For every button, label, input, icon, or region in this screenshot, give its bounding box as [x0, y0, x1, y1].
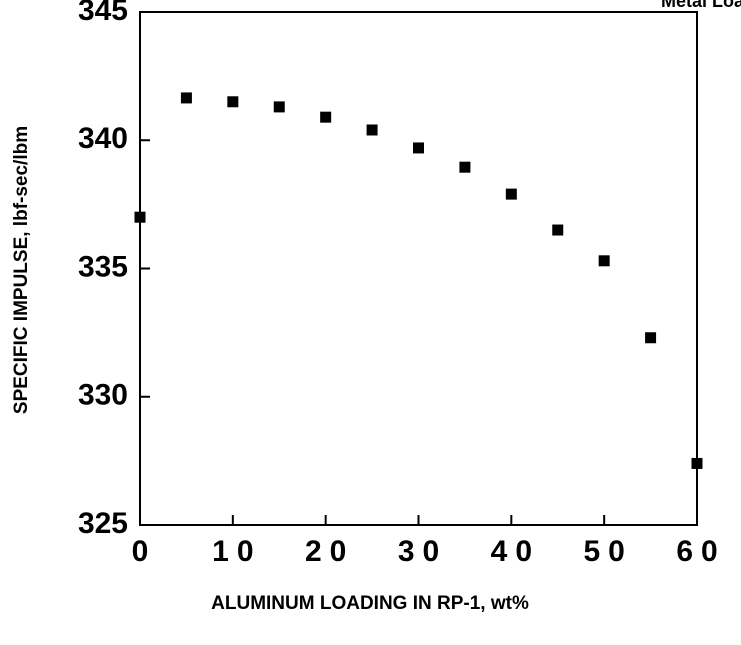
x-tick-label: 50: [583, 535, 632, 568]
point: [598, 255, 610, 267]
x-tick-label: 30: [398, 535, 447, 568]
point: [459, 161, 471, 173]
y-tick-label: 335: [78, 250, 128, 283]
x-tick-label: 20: [305, 535, 354, 568]
x-axis-title: ALUMINUM LOADING IN RP-1, wt%: [211, 593, 529, 614]
x-tick-label: 10: [212, 535, 261, 568]
point: [320, 111, 332, 123]
point: [645, 332, 657, 344]
point: [227, 96, 239, 108]
point: [413, 142, 424, 154]
point: [273, 101, 285, 113]
plot-frame: [139, 11, 698, 526]
point: [366, 124, 378, 136]
y-axis-title: SPECIFIC IMPULSE, lbf-sec/lbm: [11, 126, 32, 414]
x-tick-label: 60: [676, 535, 725, 568]
y-tick-label: 340: [78, 122, 128, 155]
x-tick-label: 40: [491, 535, 540, 568]
x-tick-label: 0: [132, 535, 157, 568]
y-tick-label: 330: [78, 379, 128, 412]
point: [180, 92, 192, 104]
point: [505, 188, 517, 200]
annotation: Metal Load.: [661, 0, 741, 11]
y-tick-label: 345: [78, 0, 128, 27]
point: [691, 457, 703, 469]
point: [552, 224, 564, 236]
y-tick-label: 325: [78, 507, 128, 540]
point: [134, 211, 146, 223]
